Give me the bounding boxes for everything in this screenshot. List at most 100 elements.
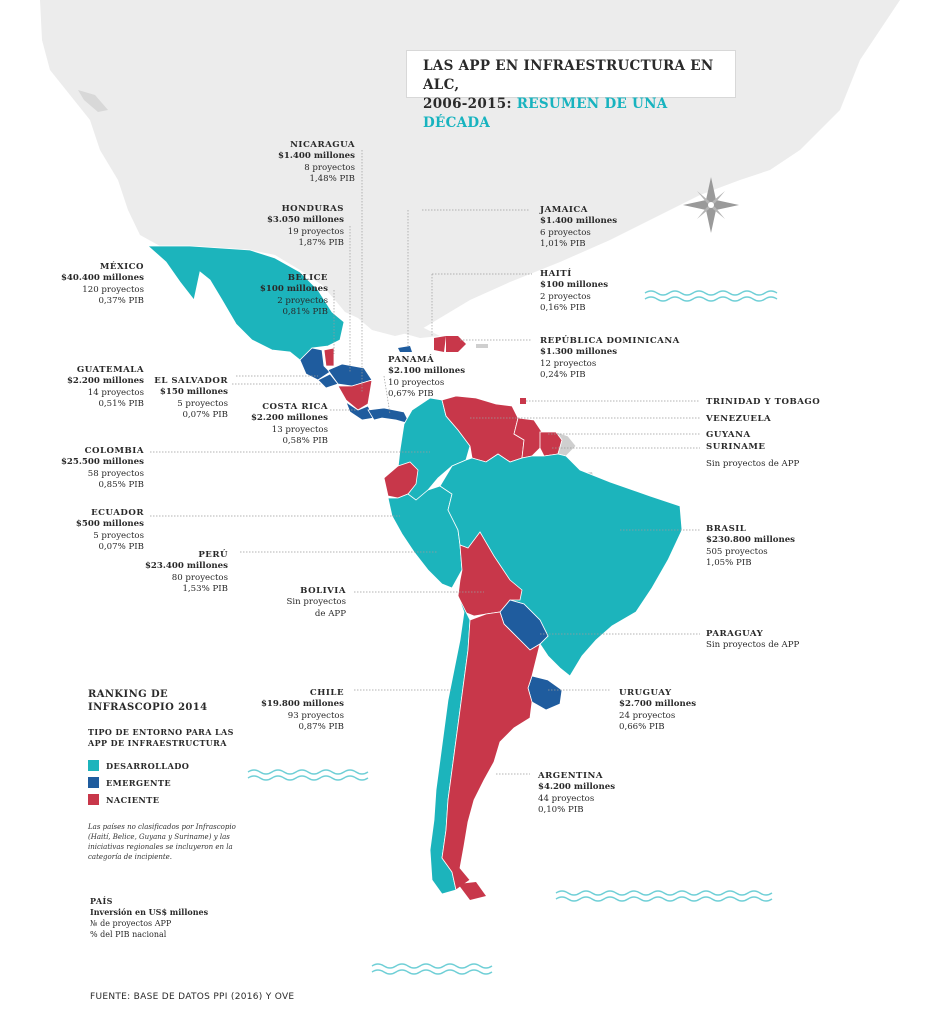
el-salvador-pib: 0,07% PIB — [182, 409, 228, 420]
rep-dominicana-name: REPÚBLICA DOMINICANA — [540, 336, 680, 346]
country-nicaragua[interactable] — [337, 379, 373, 411]
key-line-1: PAÍS — [90, 896, 113, 906]
label-mexico: MÉXICO $40.400 millones 120 proyectos 0,… — [52, 262, 144, 307]
rep-dominicana-pib: 0,24% PIB — [540, 369, 586, 380]
legend-note: Las países no clasificados por Infrascop… — [88, 823, 236, 861]
argentina-pib: 0,10% PIB — [538, 804, 584, 815]
brasil-proj: 505 proyectos — [706, 546, 768, 557]
nicaragua-name: NICARAGUA — [290, 140, 355, 150]
haiti-inv: $100 millones — [540, 280, 609, 291]
country-trinidad[interactable] — [520, 398, 526, 404]
label-bolivia: BOLIVIA Sin proyectos de APP — [262, 586, 346, 620]
jamaica-proj: 6 proyectos — [540, 227, 591, 238]
uruguay-inv: $2.700 millones — [619, 699, 697, 710]
label-venezuela: VENEZUELA — [706, 414, 771, 425]
label-ecuador: ECUADOR $500 millones 5 proyectos 0,07% … — [52, 508, 144, 553]
belice-name: BELICE — [287, 273, 328, 283]
title-line-2: 2006-2015: RESUMEN DE UNA DÉCADA — [423, 95, 735, 133]
chile-name: CHILE — [309, 688, 344, 698]
mexico-proj: 120 proyectos — [82, 284, 144, 295]
label-haiti: HAITÍ $100 millones 2 proyectos 0,16% PI… — [540, 269, 650, 314]
panama-pib: 0,67% PIB — [388, 388, 434, 399]
guatemala-name: GUATEMALA — [76, 365, 144, 375]
country-uruguay[interactable] — [527, 675, 563, 711]
mexico-pib: 0,37% PIB — [98, 295, 144, 306]
colombia-pib: 0,85% PIB — [98, 479, 144, 490]
key-box: PAÍS Inversión en US$ millones № de proy… — [90, 896, 208, 940]
title-line-2-a: 2006-2015: — [423, 96, 517, 112]
label-peru: PERÚ $23.400 millones 80 proyectos 1,53%… — [132, 550, 228, 595]
label-trinidad: TRINIDAD Y TOBAGO — [706, 397, 820, 408]
title-line-1: LAS APP EN INFRAESTRUCTURA EN ALC, — [423, 58, 714, 93]
belice-proj: 2 proyectos — [277, 295, 328, 306]
country-rep-dominicana[interactable] — [446, 336, 466, 352]
legend-title-2: INFRASCOPIO 2014 — [88, 702, 208, 713]
key-line-4: % del PIB nacional — [90, 930, 167, 939]
label-brasil: BRASIL $230.800 millones 505 proyectos 1… — [706, 524, 795, 569]
legend-label-emergente: EMERGENTE — [106, 777, 171, 788]
uruguay-proj: 24 proyectos — [619, 710, 676, 721]
swatch-desarrollado — [88, 760, 99, 771]
belice-pib: 0,81% PIB — [282, 306, 328, 317]
brasil-pib: 1,05% PIB — [706, 557, 752, 568]
legend-item-desarrollado: DESARROLLADO — [88, 760, 189, 771]
map-title: LAS APP EN INFRAESTRUCTURA EN ALC, 2006-… — [406, 50, 736, 131]
ecuador-proj: 5 proyectos — [93, 530, 144, 541]
colombia-inv: $25.500 millones — [60, 457, 144, 468]
guyana-name: GUYANA — [706, 430, 751, 440]
haiti-name: HAITÍ — [540, 269, 572, 279]
haiti-proj: 2 proyectos — [540, 291, 591, 302]
country-ecuador[interactable] — [383, 461, 419, 499]
legend-subtitle-1: TIPO DE ENTORNO PARA LAS — [88, 727, 234, 737]
country-argentina[interactable] — [441, 611, 541, 891]
brasil-inv: $230.800 millones — [706, 535, 796, 546]
honduras-proj: 19 proyectos — [287, 226, 344, 237]
panama-name: PANAMÁ — [388, 355, 435, 365]
suriname-note: Sin proyectos de APP — [706, 459, 800, 470]
belice-inv: $100 millones — [259, 284, 328, 295]
legend-title-1: RANKING DE — [88, 689, 169, 700]
label-chile: CHILE $19.800 millones 93 proyectos 0,87… — [250, 688, 344, 733]
ecuador-pib: 0,07% PIB — [98, 541, 144, 552]
legend-subtitle-2: APP DE INFRAESTRUCTURA — [88, 738, 227, 748]
source-note: FUENTE: BASE DE DATOS PPI (2016) Y OVE — [90, 992, 295, 1002]
costa-rica-proj: 13 proyectos — [271, 424, 328, 435]
uruguay-name: URUGUAY — [619, 688, 672, 698]
bolivia-note2: de APP — [314, 608, 346, 619]
label-paraguay: PARAGUAY Sin proyectos de APP — [706, 629, 799, 652]
label-nicaragua: NICARAGUA $1.400 millones 8 proyectos 1,… — [258, 140, 355, 185]
country-el-salvador[interactable] — [317, 373, 339, 389]
legend-subtitle: TIPO DE ENTORNO PARA LAS APP DE INFRAEST… — [88, 727, 234, 749]
colombia-proj: 58 proyectos — [87, 468, 144, 479]
honduras-name: HONDURAS — [281, 204, 344, 214]
argentina-proj: 44 proyectos — [538, 793, 595, 804]
title-line-2-b: RESUMEN DE UNA DÉCADA — [423, 96, 668, 131]
country-guatemala[interactable] — [299, 347, 331, 381]
argentina-inv: $4.200 millones — [538, 782, 616, 793]
chile-proj: 93 proyectos — [287, 710, 344, 721]
honduras-pib: 1,87% PIB — [298, 237, 344, 248]
brasil-name: BRASIL — [706, 524, 747, 534]
sea-waves — [247, 290, 778, 975]
label-suriname: SURINAME Sin proyectos de APP — [706, 442, 799, 471]
country-jamaica[interactable] — [398, 346, 412, 352]
key-line-2: Inversión en US$ millones — [90, 907, 209, 917]
paraguay-note: Sin proyectos de APP — [706, 640, 800, 651]
guatemala-inv: $2.200 millones — [66, 376, 144, 387]
country-haiti[interactable] — [434, 336, 446, 352]
bolivia-name: BOLIVIA — [300, 586, 346, 596]
argentina-name: ARGENTINA — [538, 771, 603, 781]
legend-item-naciente: NACIENTE — [88, 794, 159, 805]
uruguay-pib: 0,66% PIB — [619, 721, 665, 732]
ecuador-inv: $500 millones — [75, 519, 144, 530]
label-jamaica: JAMAICA $1.400 millones 6 proyectos 1,01… — [540, 205, 650, 250]
country-belice[interactable] — [323, 347, 335, 367]
chile-inv: $19.800 millones — [260, 699, 344, 710]
nicaragua-pib: 1,48% PIB — [309, 173, 355, 184]
el-salvador-proj: 5 proyectos — [177, 398, 228, 409]
rep-dominicana-proj: 12 proyectos — [540, 358, 597, 369]
swatch-emergente — [88, 777, 99, 788]
country-panama[interactable] — [367, 407, 411, 425]
label-el-salvador: EL SALVADOR $150 millones 5 proyectos 0,… — [138, 376, 228, 421]
label-argentina: ARGENTINA $4.200 millones 44 proyectos 0… — [538, 771, 615, 816]
